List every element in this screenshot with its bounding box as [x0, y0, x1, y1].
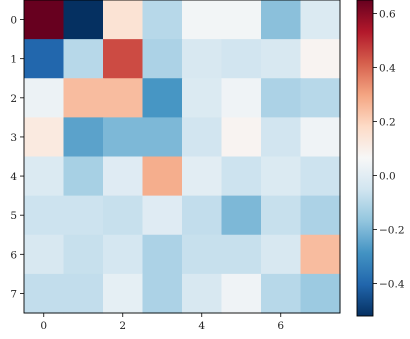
heatmap-cells	[24, 0, 341, 314]
heatmap-cell-r5-c6	[261, 195, 302, 236]
heatmap-cell-r6-c0	[24, 234, 65, 275]
y-tick-label: 1	[10, 54, 17, 66]
y-tick-label: 6	[10, 249, 17, 261]
colorbar-tick-label: 0.0	[379, 171, 396, 183]
heatmap-cell-r2-c3	[142, 78, 183, 118]
heatmap-cell-r5-c5	[221, 195, 262, 236]
heatmap-cell-r0-c3	[142, 0, 183, 40]
heatmap-cell-r5-c7	[300, 195, 341, 236]
plot-frame	[23, 0, 341, 314]
colorbar-tick-label: 0.6	[379, 9, 396, 21]
heatmap-cell-r5-c1	[63, 195, 104, 236]
heatmap-cell-r5-c2	[103, 195, 144, 236]
heatmap-cell-r4-c4	[182, 156, 223, 197]
heatmap-cell-r7-c2	[103, 273, 144, 314]
heatmap-cell-r7-c6	[261, 273, 302, 314]
heatmap-cell-r2-c6	[261, 78, 302, 118]
colorbar-tick-label: −0.4	[379, 279, 405, 291]
heatmap-cell-r5-c0	[24, 195, 65, 236]
y-axis: 0 1 2 3 4 5 6 7	[10, 15, 24, 300]
y-tick-label: 7	[10, 288, 17, 300]
heatmap-cell-r1-c3	[142, 39, 183, 79]
heatmap-cell-r5-c3	[142, 195, 183, 236]
heatmap-cell-r3-c4	[182, 117, 223, 158]
heatmap-cell-r6-c3	[142, 234, 183, 275]
colorbar	[356, 0, 374, 317]
heatmap-cell-r2-c2	[103, 78, 144, 118]
heatmap-cell-r2-c4	[182, 78, 223, 118]
heatmap-cell-r0-c2	[103, 0, 144, 40]
heatmap-cell-r1-c1	[63, 39, 104, 79]
heatmap-cell-r6-c7	[300, 234, 341, 275]
colorbar-tick-label: −0.2	[379, 225, 405, 237]
x-tick-label: 4	[198, 320, 205, 332]
heatmap-cell-r1-c5	[221, 39, 262, 79]
heatmap-cell-r1-c6	[261, 39, 302, 79]
y-tick-label: 3	[10, 132, 17, 144]
heatmap-cell-r2-c1	[63, 78, 104, 118]
heatmap-cell-r4-c1	[63, 156, 104, 197]
x-tick-label: 6	[277, 320, 284, 332]
heatmap-cell-r6-c6	[261, 234, 302, 275]
heatmap-cell-r7-c4	[182, 273, 223, 314]
heatmap-cell-r7-c1	[63, 273, 104, 314]
heatmap-cell-r3-c2	[103, 117, 144, 158]
heatmap-cell-r4-c2	[103, 156, 144, 197]
heatmap-cell-r7-c3	[142, 273, 183, 314]
colorbar-tick-label: 0.2	[379, 117, 396, 129]
heatmap-cell-r3-c6	[261, 117, 302, 158]
y-tick-label: 5	[10, 210, 17, 222]
heatmap-cell-r0-c0	[24, 0, 65, 40]
heatmap-cell-r6-c2	[103, 234, 144, 275]
heatmap-cell-r0-c5	[221, 0, 262, 40]
heatmap-cell-r4-c3	[142, 156, 183, 197]
heatmap-cell-r3-c0	[24, 117, 65, 158]
heatmap-cell-r4-c6	[261, 156, 302, 197]
colorbar-axis: 0.6 0.4 0.2 0.0 −0.2 −0.4	[373, 9, 405, 291]
heatmap-cell-r1-c0	[24, 39, 65, 79]
heatmap-cell-r6-c1	[63, 234, 104, 275]
heatmap-cell-r3-c7	[300, 117, 341, 158]
heatmap-cell-r0-c6	[261, 0, 302, 40]
y-tick-label: 0	[10, 15, 17, 27]
heatmap-cell-r1-c4	[182, 39, 223, 79]
heatmap-cell-r1-c2	[103, 39, 144, 79]
y-tick-label: 2	[10, 93, 17, 105]
heatmap-cell-r7-c0	[24, 273, 65, 314]
heatmap-cell-r7-c7	[300, 273, 341, 314]
heatmap-cell-r7-c5	[221, 273, 262, 314]
x-axis: 0 2 4 6	[40, 313, 284, 332]
colorbar-tick-label: 0.4	[379, 63, 396, 75]
heatmap-cell-r4-c7	[300, 156, 341, 197]
heatmap-cell-r0-c4	[182, 0, 223, 40]
heatmap-cell-r6-c5	[221, 234, 262, 275]
heatmap-cell-r0-c1	[63, 0, 104, 40]
heatmap-cell-r3-c5	[221, 117, 262, 158]
heatmap-cell-r4-c5	[221, 156, 262, 197]
heatmap-cell-r2-c0	[24, 78, 65, 118]
x-tick-label: 0	[40, 320, 47, 332]
y-tick-label: 4	[10, 171, 17, 183]
heatmap-cell-r1-c7	[300, 39, 341, 79]
heatmap-cell-r0-c7	[300, 0, 341, 40]
heatmap-cell-r5-c4	[182, 195, 223, 236]
heatmap-cell-r3-c1	[63, 117, 104, 158]
heatmap-cell-r2-c7	[300, 78, 341, 118]
heatmap-cell-r6-c4	[182, 234, 223, 275]
heatmap-cell-r4-c0	[24, 156, 65, 197]
heatmap-cell-r3-c3	[142, 117, 183, 158]
heatmap-cell-r2-c5	[221, 78, 262, 118]
x-tick-label: 2	[119, 320, 126, 332]
